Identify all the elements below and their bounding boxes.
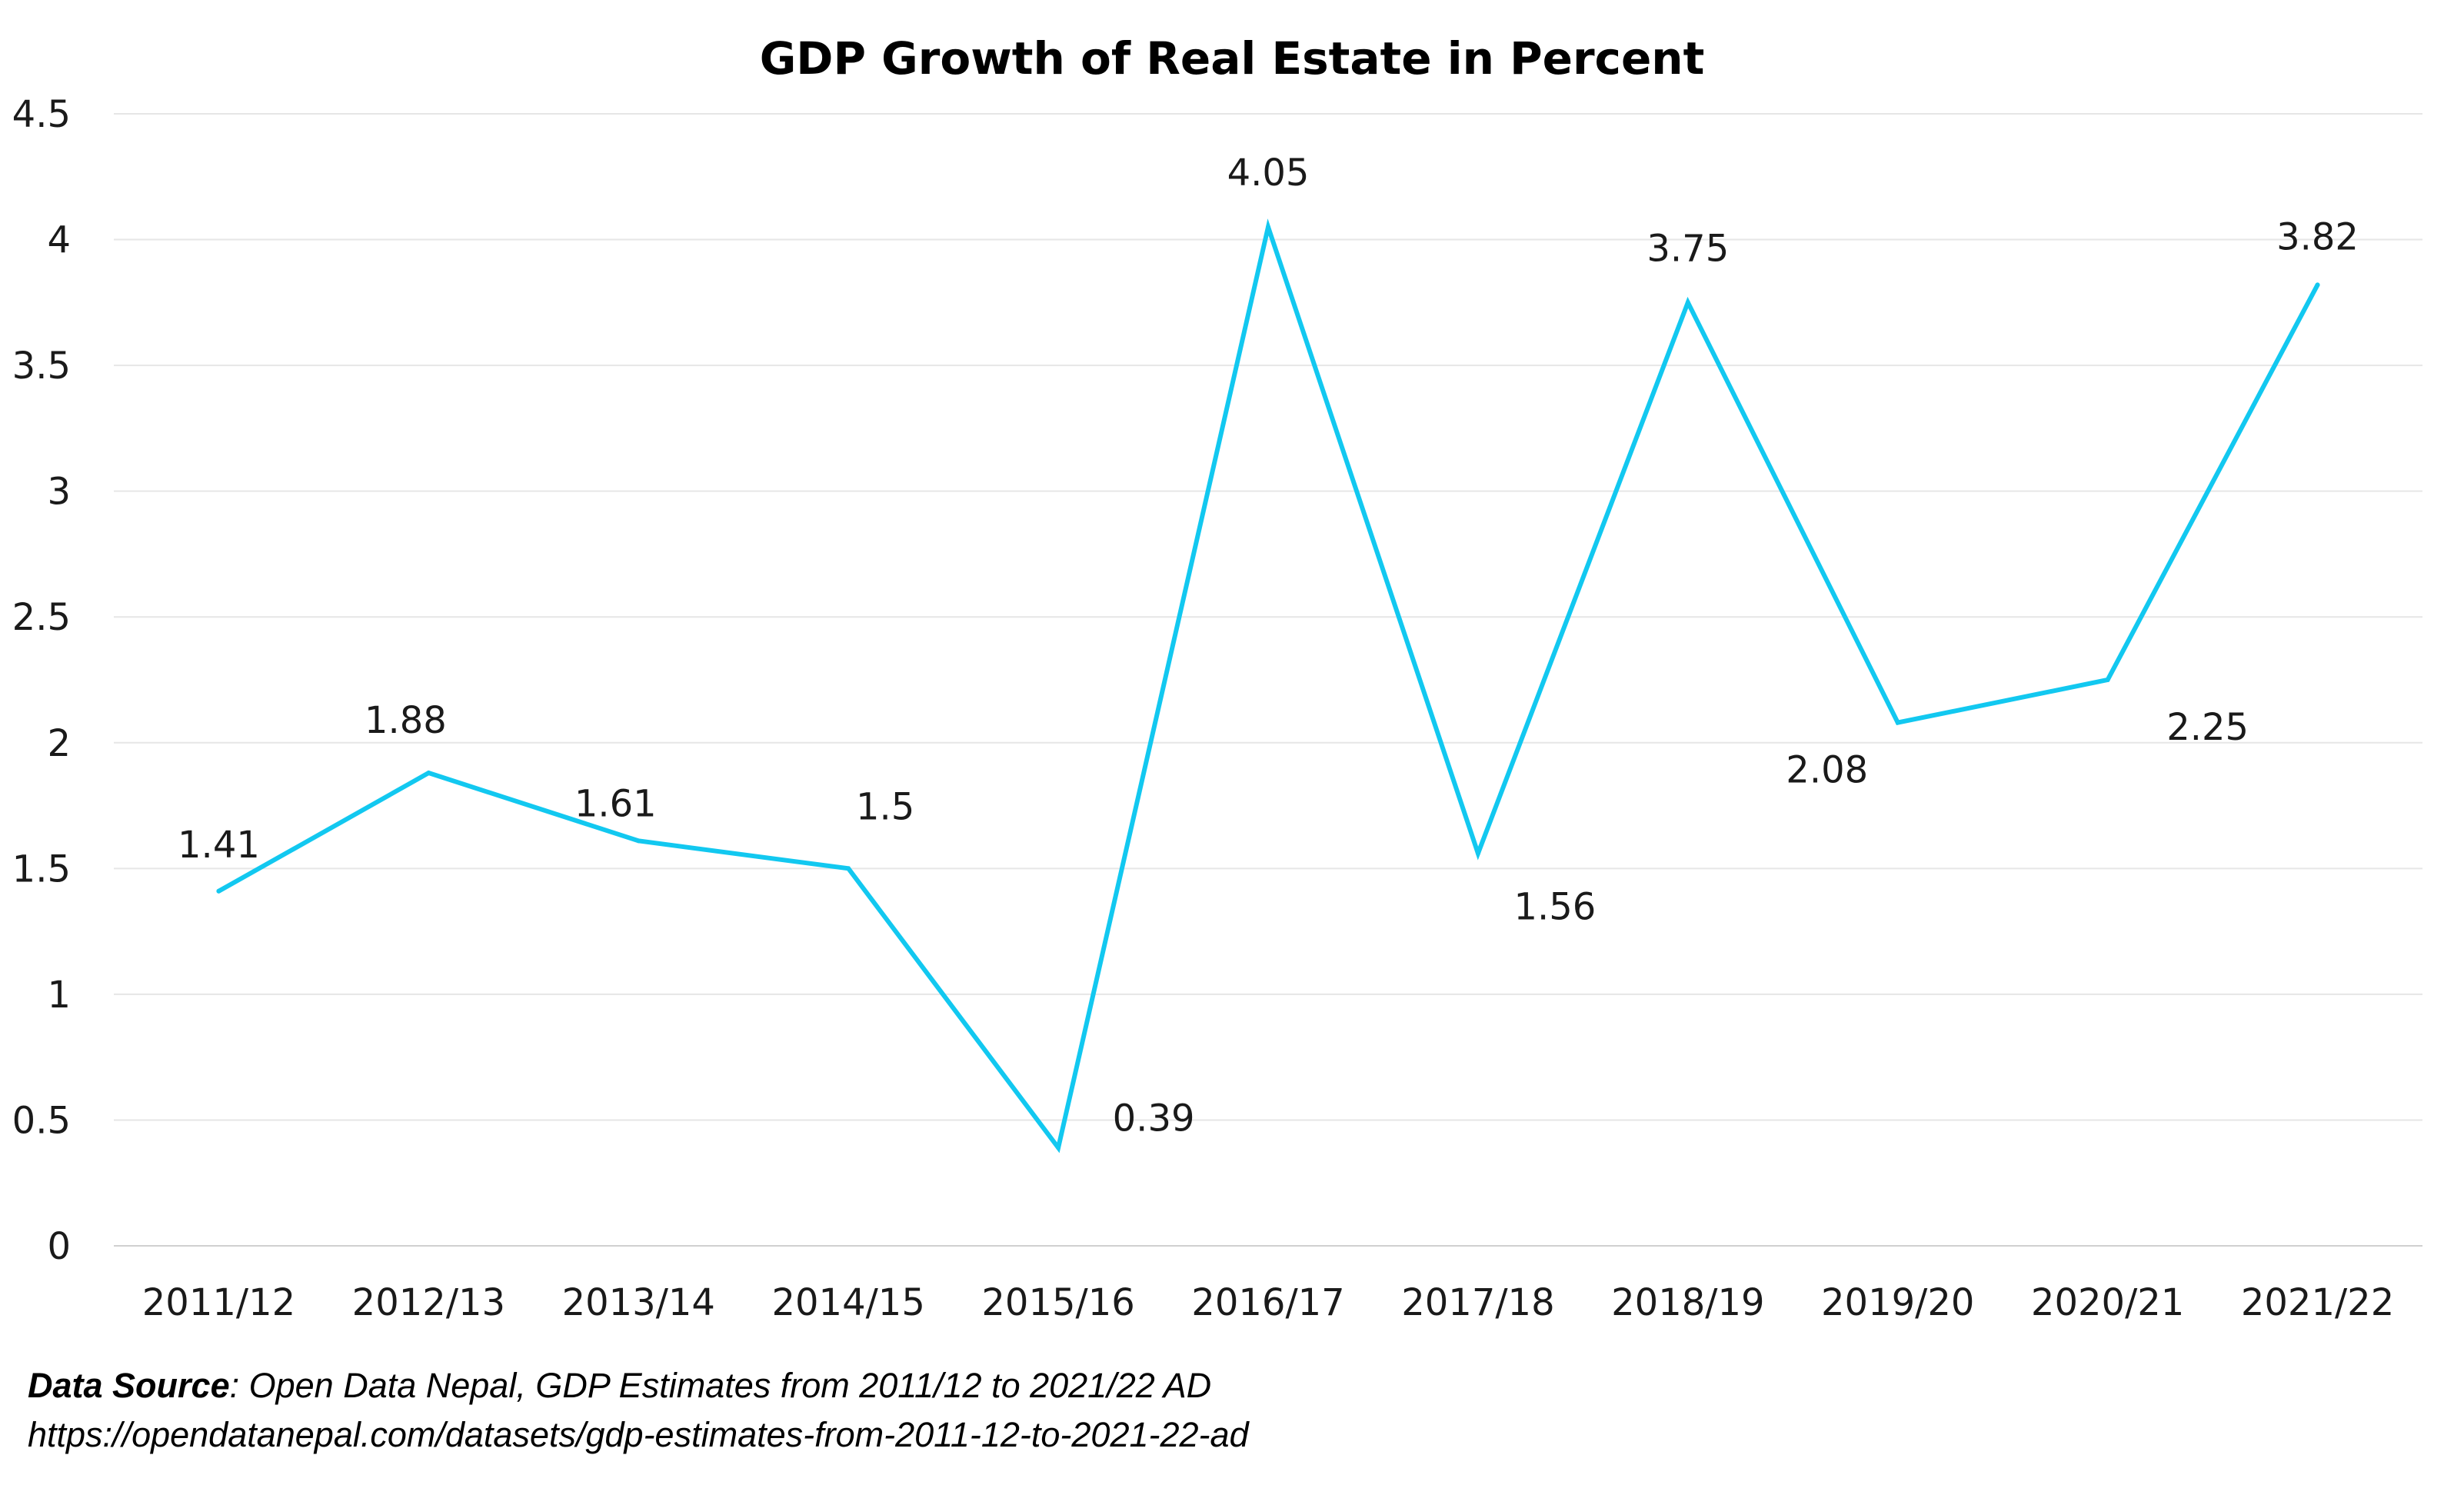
x-tick-label: 2015/16 [981, 1281, 1134, 1324]
data-label: 3.75 [1647, 227, 1729, 270]
data-label: 4.05 [1227, 151, 1310, 195]
y-axis-ticks: 0 0.5 1 1.5 2 2.5 3 3.5 4 4.5 [12, 93, 71, 1268]
data-label: 1.61 [574, 782, 657, 825]
x-tick-label: 2020/21 [2031, 1281, 2184, 1324]
data-source-note: Data Source: Open Data Nepal, GDP Estima… [28, 1366, 1211, 1406]
gridlines [114, 113, 2422, 1247]
y-tick-label: 4 [47, 219, 71, 262]
data-source-url: https://opendatanepal.com/datasets/gdp-e… [28, 1415, 1249, 1454]
data-point [1266, 225, 1270, 230]
data-label: 2.25 [2166, 706, 2249, 749]
data-label: 1.56 [1513, 886, 1596, 929]
chart-title: GDP Growth of Real Estate in Percent [760, 32, 1705, 85]
x-tick-label: 2014/15 [771, 1281, 924, 1324]
data-source-label: Data Source [28, 1366, 230, 1405]
data-labels: 1.41 1.88 1.61 1.5 0.39 4.05 1.56 3.75 2.08 2.25 3… [178, 151, 2359, 1140]
data-point [2315, 282, 2320, 288]
data-source-text: : Open Data Nepal, GDP Estimates from 20… [229, 1366, 1212, 1405]
data-label: 1.41 [178, 824, 260, 867]
x-tick-label: 2018/19 [1611, 1281, 1764, 1324]
y-tick-label: 4.5 [12, 93, 71, 136]
data-point [1056, 1145, 1061, 1150]
data-point [216, 888, 221, 894]
data-point [2105, 678, 2110, 682]
data-point [426, 771, 431, 776]
x-tick-label: 2016/17 [1191, 1281, 1344, 1324]
x-tick-label: 2017/18 [1401, 1281, 1554, 1324]
data-label: 3.82 [2276, 215, 2359, 258]
y-tick-label: 0 [47, 1225, 71, 1268]
data-label: 2.08 [1786, 749, 1868, 792]
y-tick-label: 0.5 [12, 1099, 71, 1142]
y-tick-label: 2 [47, 722, 71, 765]
y-tick-label: 1 [47, 974, 71, 1017]
y-tick-label: 3 [47, 471, 71, 514]
x-tick-label: 2013/14 [562, 1281, 715, 1324]
x-tick-label: 2012/13 [352, 1281, 505, 1324]
x-tick-label: 2019/20 [1821, 1281, 1974, 1324]
y-tick-label: 1.5 [12, 847, 71, 891]
x-tick-label: 2011/12 [142, 1281, 295, 1324]
data-point [1685, 300, 1690, 305]
data-point [1895, 720, 1900, 725]
data-label: 1.5 [856, 785, 914, 828]
y-tick-label: 3.5 [12, 345, 71, 388]
data-point [846, 866, 851, 871]
data-point [636, 838, 641, 844]
data-point [1475, 851, 1480, 856]
data-label: 0.39 [1113, 1097, 1195, 1140]
line-chart: 0 0.5 1 1.5 2 2.5 3 3.5 4 4.5 2011/12 2012/13 2013/… [12, 32, 2422, 1324]
data-label: 1.88 [365, 699, 447, 742]
y-tick-label: 2.5 [12, 596, 71, 639]
series-layer [216, 218, 2320, 1154]
x-axis-ticks: 2011/12 2012/13 2013/14 2014/15 2015/16 2016/… [142, 1281, 2394, 1324]
x-tick-label: 2021/22 [2241, 1281, 2394, 1324]
